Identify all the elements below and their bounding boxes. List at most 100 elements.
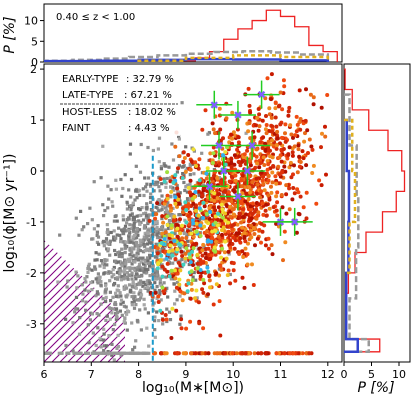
scatter-point-mid: [183, 256, 188, 261]
scatter-point-grey: [83, 288, 87, 292]
scatter-point-mid: [160, 285, 165, 290]
scatter-point-red: [233, 178, 238, 183]
scatter-point-red: [173, 276, 178, 281]
scatter-point-grey: [134, 164, 138, 168]
scatter-point-grey: [119, 302, 123, 306]
scatter-point-grey: [175, 190, 180, 194]
scatter-point-grey: [148, 261, 152, 265]
scatter-point-grey: [127, 377, 130, 380]
legend-value-faint: : 4.43 %: [128, 123, 170, 134]
scatter-point-grey: [179, 314, 183, 318]
scatter-point-grey: [188, 164, 192, 168]
scatter-point-red: [161, 289, 166, 293]
scatter-point-red: [231, 130, 236, 135]
scatter-point-red: [263, 127, 268, 132]
scatter-point-grey: [65, 285, 69, 289]
scatter-point-grey: [151, 264, 155, 268]
scatter-point-red: [262, 163, 267, 167]
scatter-point-red: [260, 146, 265, 150]
lower-limit-point-red: [242, 351, 247, 356]
scatter-point-red: [161, 220, 166, 225]
scatter-point-red: [294, 230, 299, 235]
lower-limit-point-grey: [109, 351, 113, 355]
scatter-point-red: [247, 158, 252, 163]
scatter-point-mid: [178, 231, 183, 236]
scatter-point-grey: [144, 233, 148, 238]
scatter-point-grey: [130, 295, 134, 299]
scatter-point-red: [181, 206, 185, 211]
scatter-point-grey: [132, 291, 136, 295]
scatter-point-red: [227, 179, 232, 184]
scatter-point-grey: [98, 336, 102, 341]
scatter-point-red: [155, 251, 160, 256]
scatter-point-red: [248, 190, 252, 195]
scatter-point-red: [220, 186, 225, 191]
scatter-point-grey: [135, 268, 139, 272]
scatter-point-red: [270, 170, 275, 175]
lower-limit-point-red: [304, 351, 309, 356]
scatter-point-grey: [90, 312, 94, 316]
scatter-point-grey: [99, 283, 103, 287]
scatter-point-grey: [153, 220, 158, 224]
scatter-point-grey: [124, 294, 128, 298]
scatter-point-grey: [84, 308, 88, 312]
scatter-point-grey: [139, 293, 144, 297]
scatter-point-grey: [189, 230, 193, 234]
scatter-point-grey: [93, 258, 97, 262]
legend-box: [58, 68, 180, 136]
scatter-point-grey: [128, 213, 132, 217]
scatter-point-grey: [133, 274, 138, 278]
scatter-point-grey: [192, 271, 196, 275]
scatter-point-grey: [149, 192, 153, 196]
scatter-point-grey: [152, 227, 156, 231]
scatter-point-grey: [66, 279, 70, 283]
scatter-point-grey: [186, 232, 190, 237]
scatter-point-grey: [106, 232, 110, 236]
scatter-point-red: [229, 132, 233, 137]
scatter-point-grey: [113, 322, 117, 327]
scatter-point-red: [203, 108, 208, 113]
x-axis-label: log₁₀(M∗[M⊙]): [142, 380, 244, 396]
scatter-point-grey: [122, 270, 126, 274]
hatch-line: [44, 240, 125, 362]
scatter-point-red: [266, 178, 271, 183]
hatch-line: [83, 240, 125, 362]
scatter-point-red: [248, 204, 253, 209]
scatter-point-red: [181, 150, 186, 155]
scatter-point-red: [255, 182, 260, 187]
scatter-point-red: [169, 336, 174, 340]
scatter-point-mid: [172, 238, 177, 243]
scatter-point-grey: [118, 309, 122, 313]
scatter-point-grey: [113, 248, 117, 253]
scatter-point-red: [271, 205, 276, 210]
scatter-point-mid: [172, 268, 177, 273]
scatter-point-grey: [192, 172, 196, 176]
scatter-point-mid: [220, 246, 225, 251]
scatter-point-grey: [137, 274, 141, 278]
scatter-point-grey: [109, 395, 112, 398]
scatter-point-red: [304, 190, 309, 195]
scatter-point-grey: [115, 288, 119, 292]
scatter-point-red: [323, 134, 328, 139]
scatter-point-red: [203, 251, 208, 256]
scatter-point-mid: [221, 215, 225, 220]
scatter-point-red: [296, 211, 301, 216]
scatter-point-red: [176, 201, 181, 206]
scatter-point-grey: [124, 262, 128, 266]
scatter-point-red: [189, 159, 194, 164]
scatter-point-grey: [170, 214, 174, 218]
scatter-point-grey: [123, 266, 127, 270]
scatter-point-grey: [143, 244, 147, 248]
scatter-point-red: [277, 172, 282, 177]
scatter-point-red: [229, 160, 234, 165]
scatter-point-red: [270, 180, 275, 185]
scatter-point-red: [193, 160, 198, 165]
scatter-point-red: [164, 317, 169, 322]
scatter-point-grey: [188, 196, 192, 200]
scatter-point-grey: [186, 183, 190, 187]
scatter-point-grey: [186, 197, 190, 201]
scatter-point-grey: [131, 201, 135, 205]
scatter-point-grey: [115, 270, 120, 275]
scatter-point-grey: [150, 236, 154, 241]
scatter-point-grey: [80, 228, 84, 232]
